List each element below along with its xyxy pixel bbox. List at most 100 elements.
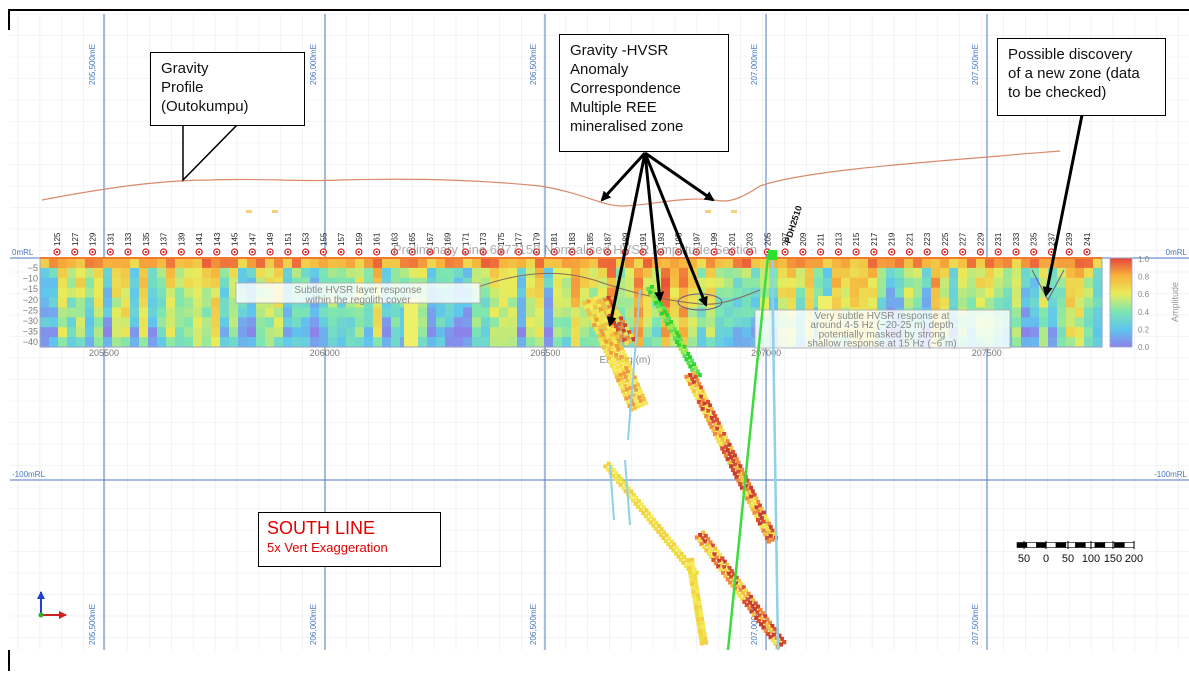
hvsr-cell — [193, 277, 203, 289]
mineralised-zone-2 — [714, 417, 719, 422]
mineralised-zone-2 — [711, 419, 716, 424]
mineralised-zone-5 — [691, 569, 697, 574]
hvsr-cell — [238, 317, 248, 328]
mineralised-zone-3 — [603, 464, 608, 469]
scale-bar-segment — [1124, 542, 1135, 548]
hvsr-cell — [589, 258, 599, 269]
mineralised-zone-1 — [613, 370, 618, 376]
mineralised-zone-2 — [716, 421, 721, 426]
hvsr-cell — [886, 258, 896, 269]
hvsr-cell — [688, 258, 698, 269]
hvsr-cell — [490, 307, 500, 318]
hvsr-cell — [139, 277, 149, 289]
mineralised-zone-2 — [766, 521, 771, 526]
hvsr-cell — [148, 277, 158, 289]
hvsr-cell — [715, 317, 725, 328]
station-label: 215 — [852, 232, 861, 246]
hvsr-cell — [724, 297, 734, 309]
hvsr-cell — [76, 277, 86, 289]
mineralised-zone-3 — [677, 548, 682, 553]
hvsr-cell — [922, 267, 932, 279]
hvsr-cell — [193, 337, 203, 348]
hvsr-cell — [472, 327, 482, 338]
mineralised-zone-1 — [618, 364, 623, 369]
mineralised-zone-5 — [695, 613, 700, 618]
hvsr-cell — [58, 317, 68, 328]
station-marker-dot — [215, 250, 218, 254]
mineralised-zone-1 — [616, 347, 621, 352]
mineralised-zone-1 — [625, 369, 630, 374]
mineralised-zone-1 — [624, 366, 629, 371]
mineralised-zone-4 — [755, 604, 761, 609]
hvsr-cell — [733, 258, 743, 269]
mineralised-zone-1 — [622, 362, 627, 367]
hvsr-cell — [625, 317, 635, 328]
mineralised-zone-4 — [712, 552, 717, 557]
hvsr-cell — [517, 327, 527, 338]
mineralised-zone-2 — [770, 528, 775, 533]
station-label: 239 — [1065, 232, 1074, 246]
hvsr-cell — [832, 277, 842, 289]
mineralised-zone-3 — [623, 489, 628, 494]
mineralised-zone-1 — [616, 369, 621, 374]
mineralised-zone-2 — [761, 528, 766, 533]
mineralised-zone-1 — [582, 301, 587, 306]
mineralised-zone-1 — [635, 382, 640, 387]
hvsr-cell — [994, 297, 1004, 309]
hvsr-cell — [1066, 307, 1076, 318]
mineralised-zone-5 — [703, 640, 708, 645]
hvsr-cell — [337, 267, 347, 279]
hvsr-cell — [265, 267, 275, 279]
mineralised-zone-5 — [696, 597, 701, 602]
mineralised-zone-1 — [619, 376, 625, 381]
hvsr-cell — [670, 297, 680, 309]
hvsr-cell — [1057, 307, 1067, 318]
mineralised-zone-2 — [734, 466, 739, 471]
hvsr-cell — [589, 267, 599, 279]
hvsr-cell — [310, 337, 320, 348]
mineralised-zone-5 — [696, 621, 701, 626]
station-marker-dot — [606, 250, 609, 254]
mineralised-zone-4 — [748, 595, 753, 600]
hvsr-cell — [103, 258, 113, 269]
hvsr-cell — [229, 327, 239, 338]
station-label: 211 — [817, 233, 826, 246]
mineralised-zone-4 — [698, 533, 703, 538]
mineralised-zone-2 — [730, 458, 736, 464]
mineralised-zone-4 — [722, 559, 727, 564]
mineralised-zone-4 — [715, 549, 720, 555]
hvsr-cell — [454, 317, 464, 328]
hvsr-cell — [463, 307, 473, 318]
hvsr-cell — [220, 337, 230, 348]
hvsr-cell — [535, 267, 545, 279]
hvsr-cell — [256, 337, 266, 348]
mineralised-zone-2 — [727, 460, 732, 465]
hvsr-cell — [454, 337, 464, 348]
mineralised-zone-5 — [698, 633, 703, 638]
hvsr-cell — [553, 327, 563, 338]
mineralised-zone-green — [680, 341, 685, 346]
hvsr-cell — [301, 317, 311, 328]
hvsr-cell — [355, 307, 365, 318]
hvsr-cell — [391, 307, 401, 318]
mineralised-zone-1b — [620, 334, 625, 339]
hvsr-cell — [382, 337, 392, 348]
station-label: 237 — [1048, 232, 1057, 246]
mineralised-zone-5 — [688, 574, 693, 579]
mineralised-zone-1 — [592, 323, 597, 328]
mineralised-zone-4 — [709, 549, 715, 554]
gravity-profile-line — [41, 150, 1061, 207]
mineralised-zone-1 — [604, 331, 609, 336]
hvsr-cell — [76, 317, 86, 328]
mineralised-zone-1 — [626, 382, 631, 387]
hvsr-cell — [490, 297, 500, 309]
hvsr-cell — [742, 258, 752, 269]
mineralised-zone-2 — [772, 532, 777, 537]
gravity-marker — [246, 210, 252, 213]
mineralised-zone-1 — [599, 328, 604, 334]
mineralised-zone-4 — [751, 598, 756, 603]
hvsr-cell — [553, 258, 563, 269]
mineralised-zone-1b — [607, 313, 612, 318]
hvsr-cell — [58, 287, 68, 299]
hvsr-cell — [733, 337, 743, 348]
